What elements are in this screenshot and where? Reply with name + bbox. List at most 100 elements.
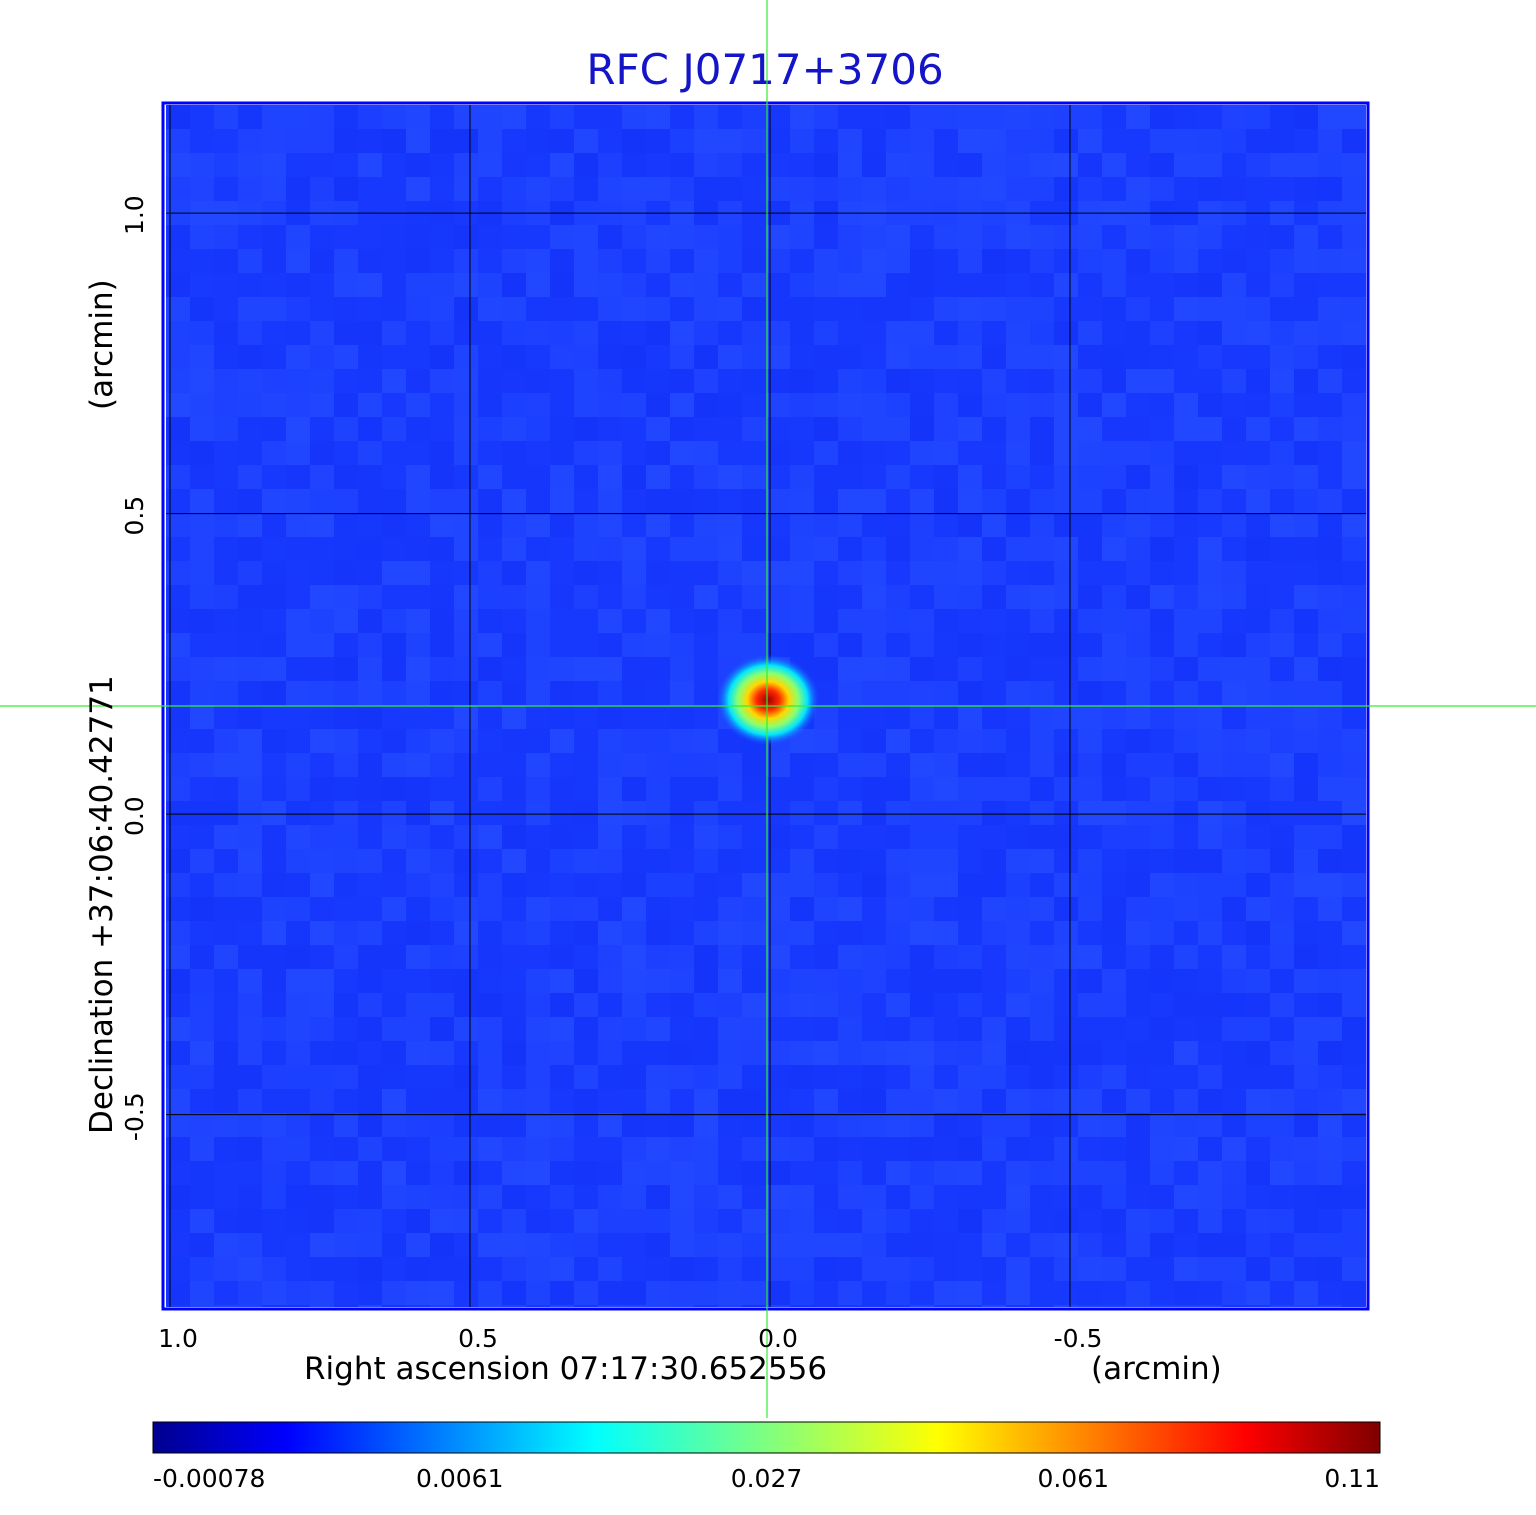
- noise-cell: [718, 129, 742, 153]
- noise-cell: [910, 321, 934, 345]
- noise-cell: [982, 1041, 1006, 1065]
- noise-cell: [406, 825, 430, 849]
- noise-cell: [334, 849, 358, 873]
- noise-cell: [694, 633, 718, 657]
- noise-cell: [886, 177, 910, 201]
- noise-cell: [670, 1113, 694, 1137]
- noise-cell: [1246, 1305, 1270, 1307]
- noise-cell: [1342, 777, 1366, 801]
- noise-cell: [1174, 1113, 1198, 1137]
- noise-cell: [862, 585, 886, 609]
- noise-cell: [742, 1257, 766, 1281]
- y-tick-label: -0.5: [120, 1092, 149, 1141]
- noise-cell: [1006, 417, 1030, 441]
- noise-cell: [622, 1161, 646, 1185]
- noise-cell: [550, 1233, 574, 1257]
- noise-cell: [1078, 945, 1102, 969]
- noise-cell: [1342, 609, 1366, 633]
- noise-cell: [238, 633, 262, 657]
- noise-cell: [1102, 1209, 1126, 1233]
- noise-cell: [526, 1209, 550, 1233]
- noise-cell: [790, 945, 814, 969]
- noise-cell: [1246, 393, 1270, 417]
- noise-cell: [214, 561, 238, 585]
- noise-cell: [622, 249, 646, 273]
- noise-cell: [694, 609, 718, 633]
- noise-cell: [1198, 225, 1222, 249]
- noise-cell: [1318, 225, 1342, 249]
- noise-cell: [214, 1113, 238, 1137]
- noise-cell: [550, 393, 574, 417]
- noise-cell: [478, 1041, 502, 1065]
- noise-cell: [310, 825, 334, 849]
- noise-cell: [262, 849, 286, 873]
- noise-cell: [1174, 729, 1198, 753]
- noise-cell: [934, 273, 958, 297]
- noise-cell: [358, 177, 382, 201]
- noise-cell: [358, 681, 382, 705]
- noise-cell: [574, 1305, 598, 1307]
- noise-cell: [502, 465, 526, 489]
- noise-cell: [646, 729, 670, 753]
- noise-cell: [454, 1281, 478, 1305]
- noise-cell: [502, 873, 526, 897]
- noise-cell: [1222, 1305, 1246, 1307]
- noise-cell: [1342, 1185, 1366, 1209]
- noise-cell: [286, 825, 310, 849]
- noise-cell: [1318, 1257, 1342, 1281]
- noise-cell: [454, 657, 478, 681]
- noise-cell: [1030, 1209, 1054, 1233]
- noise-cell: [574, 177, 598, 201]
- noise-cell: [598, 1233, 622, 1257]
- noise-cell: [1198, 1017, 1222, 1041]
- noise-cell: [934, 681, 958, 705]
- noise-cell: [1150, 225, 1174, 249]
- noise-cell: [214, 249, 238, 273]
- noise-cell: [958, 945, 982, 969]
- noise-cell: [262, 873, 286, 897]
- noise-cell: [838, 753, 862, 777]
- noise-cell: [1198, 897, 1222, 921]
- noise-cell: [550, 681, 574, 705]
- noise-cell: [742, 561, 766, 585]
- noise-cell: [574, 801, 598, 825]
- noise-cell: [406, 153, 430, 177]
- noise-cell: [982, 417, 1006, 441]
- noise-cell: [358, 1137, 382, 1161]
- noise-cell: [1078, 465, 1102, 489]
- noise-cell: [1126, 849, 1150, 873]
- noise-cell: [1294, 1257, 1318, 1281]
- noise-cell: [1102, 441, 1126, 465]
- noise-cell: [1006, 657, 1030, 681]
- noise-cell: [526, 993, 550, 1017]
- noise-cell: [1246, 1017, 1270, 1041]
- noise-cell: [574, 921, 598, 945]
- noise-cell: [1318, 465, 1342, 489]
- noise-cell: [1054, 801, 1078, 825]
- noise-cell: [574, 369, 598, 393]
- noise-cell: [1126, 705, 1150, 729]
- noise-cell: [1030, 465, 1054, 489]
- noise-cell: [646, 873, 670, 897]
- y-tick-label: 1.0: [120, 195, 149, 235]
- noise-cell: [1222, 537, 1246, 561]
- noise-cell: [238, 825, 262, 849]
- noise-cell: [430, 345, 454, 369]
- noise-cell: [478, 657, 502, 681]
- noise-cell: [262, 465, 286, 489]
- noise-cell: [1126, 513, 1150, 537]
- noise-cell: [814, 801, 838, 825]
- noise-cell: [646, 777, 670, 801]
- noise-cell: [1078, 153, 1102, 177]
- noise-cell: [1318, 417, 1342, 441]
- noise-cell: [1222, 393, 1246, 417]
- noise-cell: [910, 249, 934, 273]
- noise-cell: [238, 873, 262, 897]
- noise-cell: [1222, 945, 1246, 969]
- noise-cell: [334, 249, 358, 273]
- noise-cell: [454, 417, 478, 441]
- noise-cell: [526, 1041, 550, 1065]
- noise-cell: [502, 537, 526, 561]
- noise-cell: [238, 537, 262, 561]
- noise-cell: [622, 1137, 646, 1161]
